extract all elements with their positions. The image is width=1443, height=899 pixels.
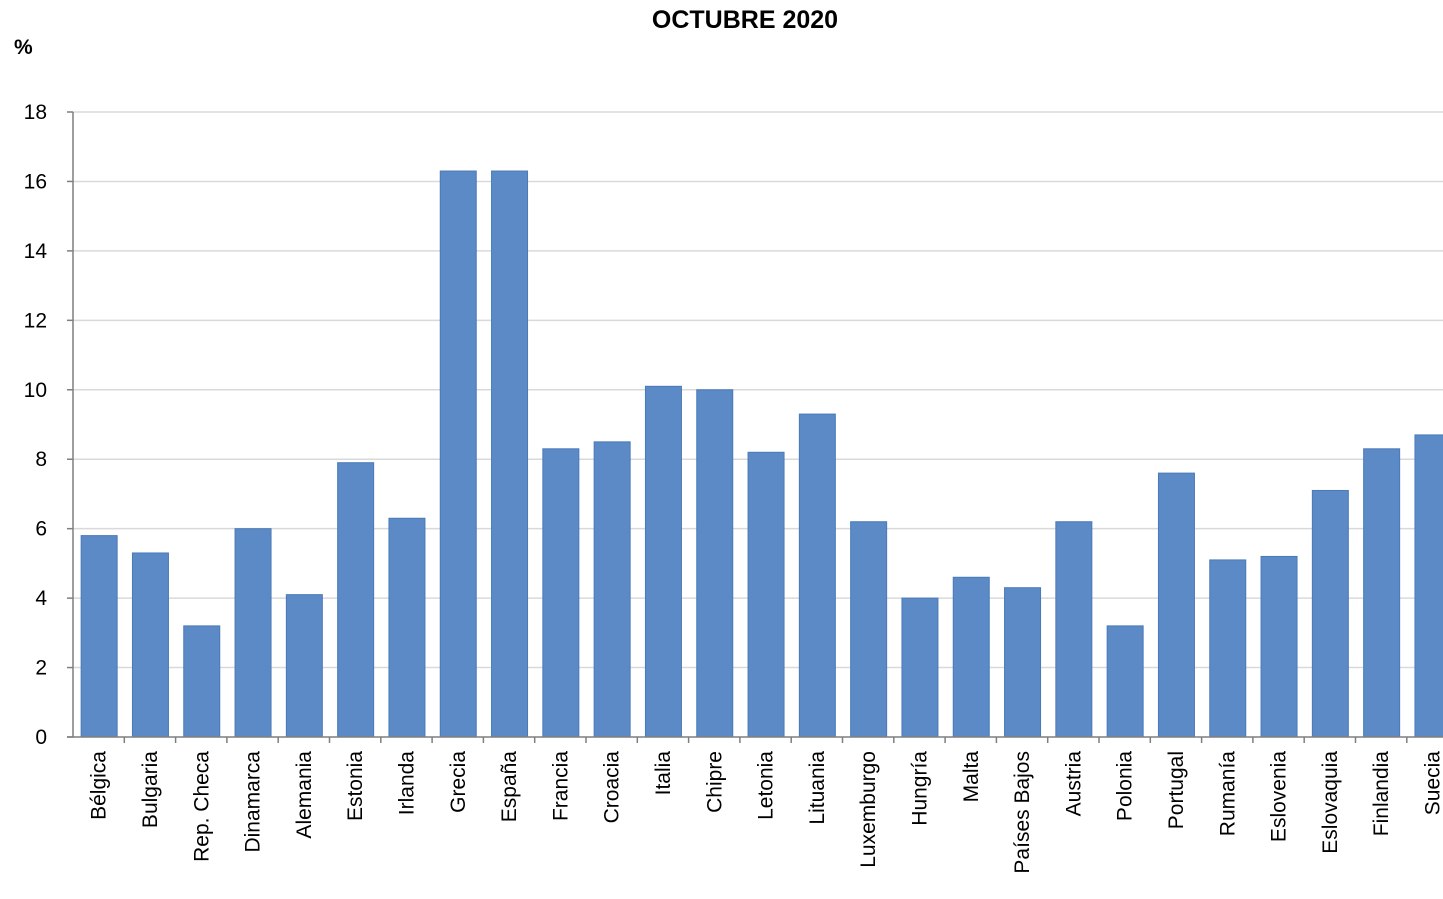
y-tick-label: 2: [35, 657, 47, 680]
bar: [644, 385, 682, 738]
x-category-label: Países Bajos: [1011, 751, 1034, 874]
bar: [593, 441, 631, 738]
bars: [80, 170, 1443, 738]
bar: [439, 170, 477, 738]
x-category-label: Malta: [960, 751, 983, 803]
x-category-label: Lituania: [806, 751, 829, 825]
bar: [234, 528, 272, 738]
x-category-label: Portugal: [1165, 751, 1188, 829]
y-tick-label: 10: [24, 379, 47, 402]
x-category-label: Chipre: [703, 751, 726, 813]
x-category-label: Rep. Checa: [190, 751, 213, 862]
chart-title: OCTUBRE 2020: [651, 6, 839, 34]
bar: [1106, 625, 1144, 738]
x-category-label: Austria: [1062, 751, 1085, 817]
x-category-label: Estonia: [344, 751, 367, 821]
y-tick-labels: 0 2 4 6 8 10 12 14 16 18: [24, 101, 48, 749]
x-category-label: Luxemburgo: [857, 751, 880, 868]
x-category-labels: Bélgica Bulgaria Rep. Checa Dinamarca Aleman…: [88, 751, 1443, 874]
y-tick-label: 18: [24, 101, 47, 124]
bar: [1209, 559, 1247, 738]
x-category-label: Bulgaria: [139, 751, 162, 828]
bar: [901, 597, 939, 738]
y-axis-unit-label: %: [14, 36, 33, 59]
x-category-label: Suecia: [1421, 751, 1443, 816]
y-tick-label: 8: [35, 448, 47, 471]
x-category-label: Rumanía: [1216, 751, 1239, 837]
x-category-label: Croacia: [601, 751, 624, 824]
y-tick-label: 4: [35, 587, 47, 610]
bar: [1004, 587, 1042, 738]
x-category-label: Irlanda: [395, 751, 418, 816]
y-tick-label: 12: [24, 309, 47, 332]
bar: [747, 451, 785, 738]
x-category-label: Letonia: [755, 751, 778, 820]
bar: [1055, 521, 1093, 738]
bar: [1311, 489, 1349, 738]
x-category-label: España: [498, 751, 521, 823]
y-tick-label: 16: [24, 170, 47, 193]
x-category-label: Dinamarca: [242, 751, 265, 853]
bar: [388, 517, 426, 738]
y-tick-label: 6: [35, 518, 47, 541]
x-category-label: Alemania: [293, 751, 316, 839]
x-category-label: Bélgica: [88, 751, 111, 820]
bar: [696, 389, 734, 738]
x-category-label: Francia: [549, 751, 572, 821]
bar: [850, 521, 888, 738]
y-tick-label: 14: [24, 240, 48, 263]
bar: [80, 535, 118, 738]
bar: [1260, 555, 1298, 738]
bar: [285, 594, 323, 738]
y-tick-label: 0: [35, 726, 47, 749]
bar: [131, 552, 169, 738]
bar: [798, 413, 836, 738]
x-category-label: Eslovenia: [1268, 751, 1291, 842]
x-category-label: Eslovaquia: [1319, 751, 1342, 854]
bar: [491, 170, 529, 738]
x-category-label: Italia: [652, 751, 675, 796]
bar: [1414, 434, 1443, 738]
bar: [952, 576, 990, 738]
bar: [1363, 448, 1401, 738]
axes: [67, 111, 1443, 743]
x-category-label: Grecia: [447, 751, 470, 813]
bar: [542, 448, 580, 738]
bar: [1157, 472, 1195, 738]
bar: [183, 625, 221, 738]
x-category-label: Finlandia: [1370, 751, 1393, 837]
x-category-label: Hungría: [908, 751, 931, 826]
bar: [337, 462, 375, 738]
x-category-label: Polonia: [1114, 751, 1137, 821]
